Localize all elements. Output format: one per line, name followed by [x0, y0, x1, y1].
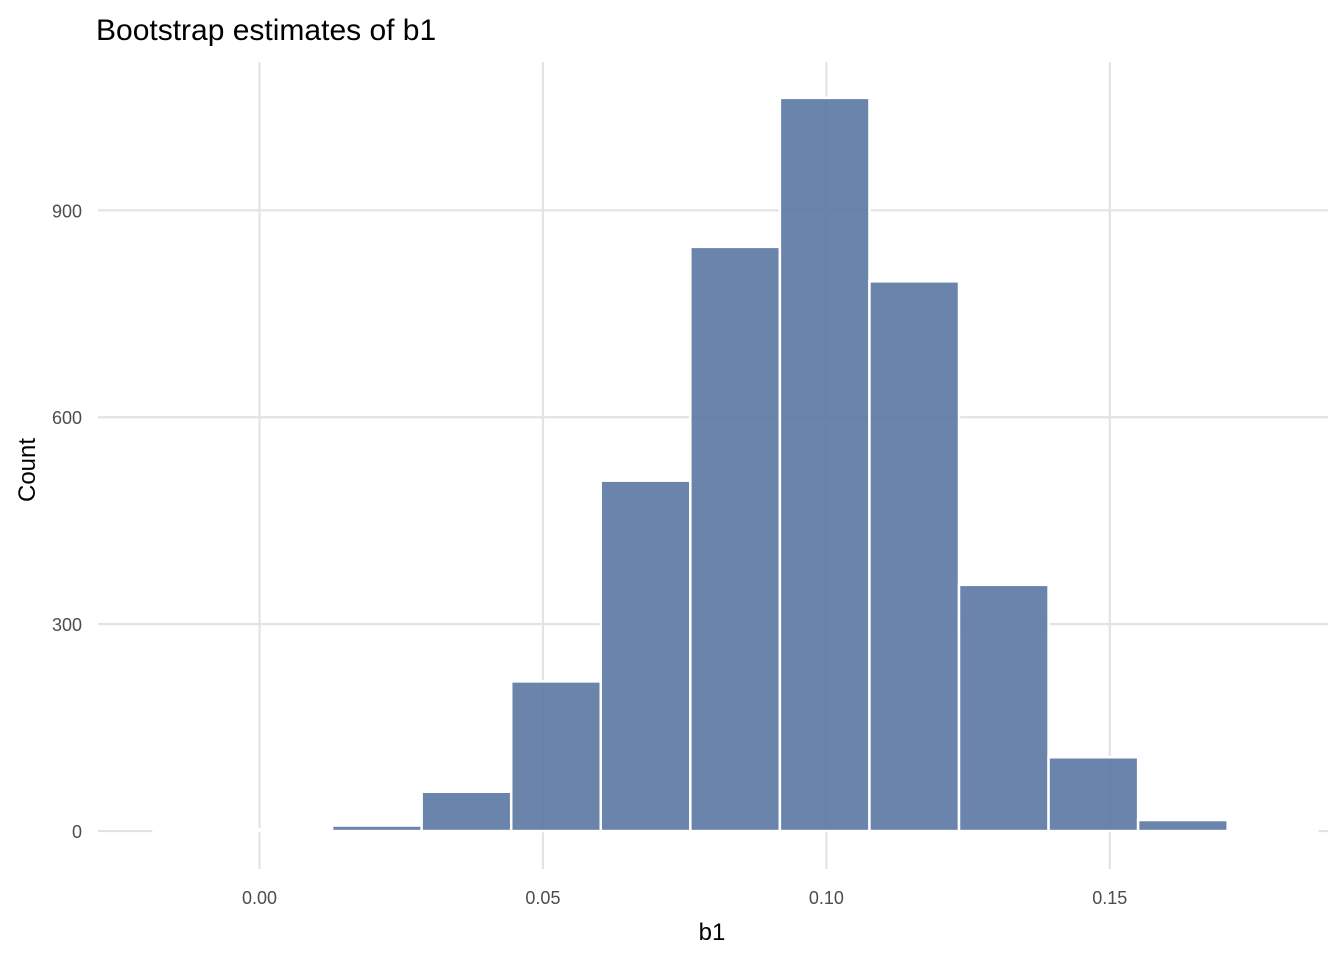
y-tick-label: 900: [52, 201, 82, 221]
histogram-bar: [599, 479, 692, 833]
histogram-bar: [868, 280, 961, 833]
histogram-bar: [778, 96, 871, 833]
histogram-bar: [1047, 756, 1140, 833]
chart-title: Bootstrap estimates of b1: [96, 14, 436, 47]
x-tick-label: 0.10: [809, 888, 844, 908]
histogram-bar: [1226, 829, 1319, 833]
histogram-bar: [241, 828, 334, 833]
histogram-bar: [420, 790, 513, 833]
y-tick-label: 0: [72, 822, 82, 842]
histogram-bar: [1136, 818, 1229, 833]
tick-layer: 0.00 0.05 0.10 0.15 0 300 600 900: [52, 201, 1127, 908]
y-tick-label: 300: [52, 615, 82, 635]
histogram-bar: [152, 829, 244, 833]
x-axis-title: b1: [699, 919, 726, 946]
histogram-bar: [330, 824, 423, 833]
bar-layer: [152, 96, 1319, 833]
histogram-bar: [689, 245, 782, 833]
x-tick-label: 0.15: [1092, 888, 1127, 908]
y-tick-label: 600: [52, 408, 82, 428]
histogram-bar: [957, 583, 1050, 833]
x-tick-label: 0.00: [242, 888, 277, 908]
x-tick-label: 0.05: [525, 888, 560, 908]
y-axis-title: Count: [14, 438, 41, 502]
histogram-bar: [509, 680, 603, 833]
